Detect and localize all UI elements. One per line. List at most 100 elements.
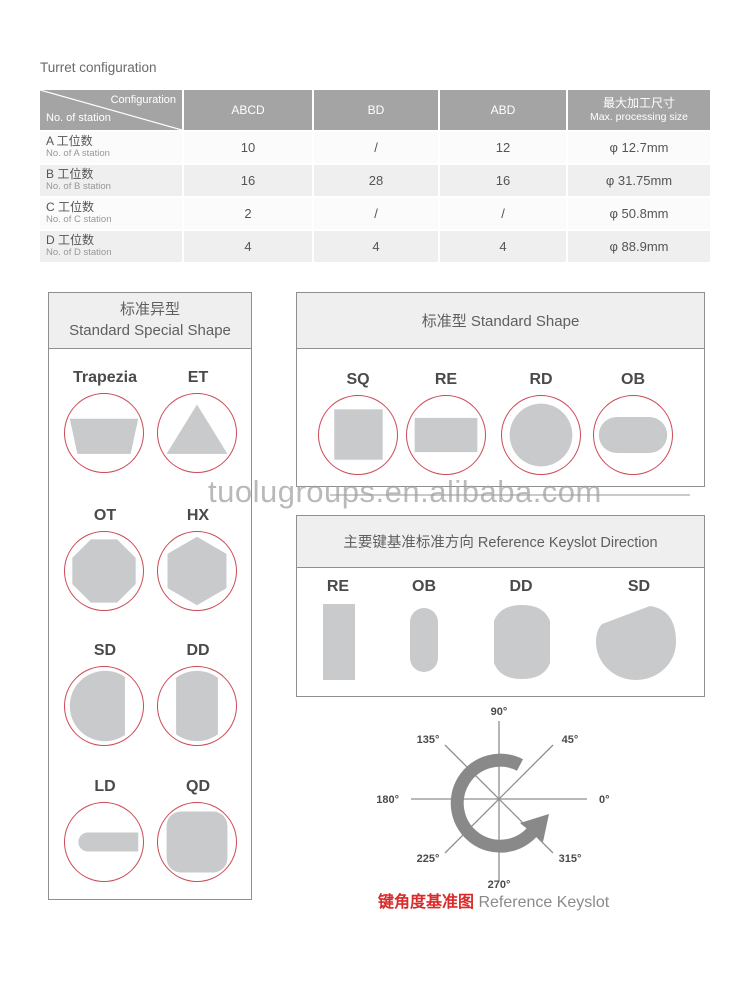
table-cell: 10 bbox=[184, 132, 312, 163]
rotation-arrowhead-icon bbox=[520, 814, 549, 842]
sd-shape-circle bbox=[64, 666, 144, 746]
table-row-label: A 工位数 No. of A station bbox=[40, 132, 182, 163]
angle-label-45: 45° bbox=[562, 734, 579, 746]
rectangle-shape-icon bbox=[414, 417, 478, 453]
caption-en: Reference Keyslot bbox=[474, 894, 610, 911]
watermark-strike-line bbox=[330, 494, 690, 496]
single-d-shape-icon bbox=[69, 670, 125, 742]
table-cell: 4 bbox=[440, 231, 566, 262]
keyslot-label-re: RE bbox=[326, 578, 350, 595]
angle-label-270: 270° bbox=[488, 879, 511, 890]
column-header-abcd: ABCD bbox=[184, 90, 312, 130]
keyslot-panel-header: 主要键基准标准方向 Reference Keyslot Direction bbox=[297, 516, 704, 568]
angle-label-0: 0° bbox=[599, 794, 610, 806]
keyslot-ob-shape-icon bbox=[410, 608, 438, 672]
keyslot-title: 主要键基准标准方向 Reference Keyslot Direction bbox=[343, 535, 658, 551]
table-cell: 4 bbox=[314, 231, 438, 262]
table-cell: / bbox=[314, 132, 438, 163]
table-cell: φ 50.8mm bbox=[568, 198, 710, 229]
re-shape-circle bbox=[406, 395, 486, 475]
diagonal-divider-icon bbox=[40, 90, 182, 130]
standard-panel-header: 标准型 Standard Shape bbox=[297, 293, 704, 349]
keyslot-label-ob: OB bbox=[412, 578, 436, 595]
octagon-shape-icon bbox=[72, 539, 136, 603]
angle-label-315: 315° bbox=[559, 853, 582, 865]
qd-shape-circle bbox=[157, 802, 237, 882]
shape-label-re: RE bbox=[434, 371, 458, 388]
keyway-slot-shape-icon bbox=[78, 832, 139, 852]
row-label-zh: C 工位数 bbox=[46, 200, 95, 215]
rotation-arrow-icon bbox=[450, 753, 538, 853]
table-cell: φ 31.75mm bbox=[568, 165, 710, 196]
row-label-zh: D 工位数 bbox=[46, 233, 95, 248]
table-cell: 4 bbox=[184, 231, 312, 262]
et-shape-circle bbox=[157, 393, 237, 473]
table-row-label: D 工位数 No. of D station bbox=[40, 231, 182, 262]
table-cell: / bbox=[314, 198, 438, 229]
row-label-zh: B 工位数 bbox=[46, 167, 94, 182]
shape-label-qd: QD bbox=[186, 778, 210, 795]
shape-label-sq: SQ bbox=[346, 371, 370, 388]
ob-shape-circle bbox=[593, 395, 673, 475]
angle-label-180: 180° bbox=[376, 794, 399, 806]
angle-label-135: 135° bbox=[417, 734, 440, 746]
caption-zh: 键角度基准图 bbox=[378, 894, 475, 911]
turret-configuration-table: Configuration No. of station ABCD BD ABD… bbox=[40, 90, 710, 262]
corner-label-configuration: Configuration bbox=[110, 94, 176, 106]
hexagon-shape-icon bbox=[167, 536, 227, 606]
hx-shape-circle bbox=[157, 531, 237, 611]
shape-label-ob: OB bbox=[621, 371, 645, 388]
special-title-en: Standard Special Shape bbox=[69, 321, 231, 339]
standard-title: 标准型 Standard Shape bbox=[421, 313, 580, 330]
max-size-label-en: Max. processing size bbox=[589, 110, 689, 123]
alibaba-watermark: tuolugroups.en.alibaba.com bbox=[208, 474, 602, 509]
column-header-bd: BD bbox=[314, 90, 438, 130]
shape-label-ld: LD bbox=[94, 778, 116, 795]
table-cell: 16 bbox=[440, 165, 566, 196]
shape-label-ot: OT bbox=[93, 507, 117, 524]
square-shape-icon bbox=[334, 409, 383, 460]
trapezia-shape-circle bbox=[64, 393, 144, 473]
column-header-max-size: 最大加工尺寸 Max. processing size bbox=[568, 90, 710, 130]
special-title-zh: 标准异型 bbox=[119, 301, 180, 319]
table-cell: φ 88.9mm bbox=[568, 231, 710, 262]
max-size-label-zh: 最大加工尺寸 bbox=[602, 95, 675, 110]
keyslot-sd-shape-icon bbox=[596, 606, 676, 680]
shape-label-trapezia: Trapezia bbox=[72, 369, 138, 386]
reference-keyslot-caption: 键角度基准图 Reference Keyslot bbox=[378, 888, 609, 912]
sq-shape-circle bbox=[318, 395, 398, 475]
shape-label-et: ET bbox=[187, 369, 209, 386]
table-cell: φ 12.7mm bbox=[568, 132, 710, 163]
round-shape-icon bbox=[509, 403, 573, 467]
keyslot-label-sd: SD bbox=[627, 578, 651, 595]
table-cell: 28 bbox=[314, 165, 438, 196]
row-label-en: No. of A station bbox=[46, 147, 110, 159]
standard-special-shape-panel: 标准异型 Standard Special Shape Trapezia ET … bbox=[48, 292, 252, 900]
rounded-square-shape-icon bbox=[166, 811, 228, 873]
keyslot-angle-compass: 90° 45° 0° 315° 270° 225° 180° 135° bbox=[376, 706, 610, 890]
keyslot-label-dd: DD bbox=[509, 578, 533, 595]
table-corner-cell: Configuration No. of station bbox=[40, 90, 182, 130]
row-label-zh: A 工位数 bbox=[46, 134, 93, 149]
table-cell: / bbox=[440, 198, 566, 229]
shape-label-dd: DD bbox=[186, 642, 210, 659]
corner-label-stations: No. of station bbox=[46, 112, 111, 125]
keyslot-direction-panel: 主要键基准标准方向 Reference Keyslot Direction RE… bbox=[296, 515, 705, 697]
table-cell: 2 bbox=[184, 198, 312, 229]
triangle-shape-icon bbox=[166, 404, 228, 454]
table-cell: 16 bbox=[184, 165, 312, 196]
dd-shape-circle bbox=[157, 666, 237, 746]
double-d-shape-icon bbox=[176, 670, 218, 742]
special-panel-header: 标准异型 Standard Special Shape bbox=[49, 293, 251, 349]
oblong-shape-icon bbox=[598, 416, 668, 454]
angle-label-225: 225° bbox=[417, 853, 440, 865]
ot-shape-circle bbox=[64, 531, 144, 611]
keyslot-re-shape-icon bbox=[323, 604, 355, 680]
shape-label-sd: SD bbox=[93, 642, 117, 659]
row-label-en: No. of B station bbox=[46, 180, 111, 192]
angle-label-90: 90° bbox=[491, 706, 508, 718]
table-row-label: B 工位数 No. of B station bbox=[40, 165, 182, 196]
shape-label-hx: HX bbox=[186, 507, 210, 524]
keyslot-dd-shape-icon bbox=[494, 605, 550, 679]
